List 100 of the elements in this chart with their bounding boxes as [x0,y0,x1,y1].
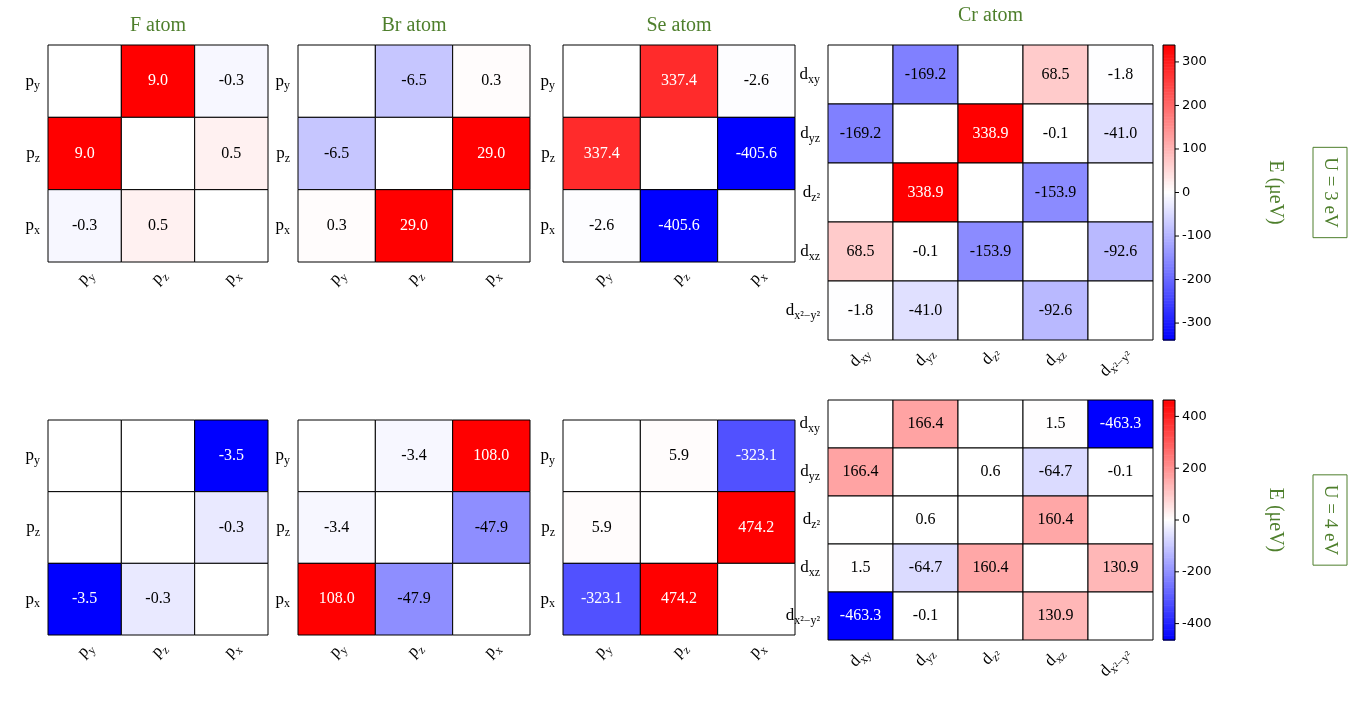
x-tick-label: dz² [976,347,1005,369]
x-tick-label: py [73,268,99,289]
data-label: -2.6 [589,216,615,234]
data-label: 108.0 [473,446,510,464]
chart-title: Br atom [381,13,447,35]
data-label: 9.0 [74,143,95,161]
x-tick-label: dxz [1040,648,1070,670]
x-tick-label: pz [402,641,428,661]
data-label: -3.5 [72,589,98,607]
chart-title: Se atom [646,13,712,35]
color-bar-label: -200 [1182,270,1212,286]
data-label: 130.9 [1037,606,1074,624]
x-tick-label: px [744,641,771,662]
color-bar-title: E (μeV) [1264,160,1288,225]
color-bar-label: 200 [1182,96,1207,112]
data-label: 337.4 [583,143,620,161]
data-label: 0.5 [221,143,242,161]
data-label: 160.4 [1037,510,1074,528]
data-label: -6.5 [401,71,427,89]
data-label: 0.6 [915,510,936,528]
data-label: -0.3 [218,517,244,535]
text: U = 3 eV [1321,157,1343,228]
data-label: 9.0 [148,71,168,89]
data-label: 474.2 [661,589,697,607]
data-label: -92.6 [1103,241,1138,259]
x-tick-label: px [479,641,506,662]
x-tick-label: pz [667,268,693,288]
data-label: -0.1 [912,241,939,259]
data-label: -1.8 [1107,64,1134,82]
x-tick-label: dxy [844,648,875,671]
x-tick-label: dyz [910,348,940,370]
data-label: -463.3 [839,606,882,624]
data-label: -0.3 [72,216,98,234]
color-bar-label: -400 [1182,614,1212,630]
data-label: -3.4 [324,517,350,535]
color-bar-label: 300 [1182,53,1207,69]
x-tick-label: pz [402,268,428,288]
data-label: 166.4 [842,462,879,480]
x-tick-label: dxy [844,348,875,371]
data-label: -0.1 [912,606,939,624]
x-tick-label: pz [667,641,693,661]
x-tick-label: py [590,268,616,289]
data-label: -153.9 [1034,182,1077,200]
data-label: -405.6 [658,216,700,234]
color-bar-label: 0 [1182,511,1191,527]
x-tick-label: px [219,268,246,289]
data-label: -0.3 [145,589,171,607]
data-label: -47.9 [474,517,508,535]
data-label: 68.5 [1041,64,1070,82]
data-label: -405.6 [735,143,777,161]
color-bar-label: 400 [1182,407,1207,423]
data-label: 1.5 [850,558,871,576]
data-label: 160.4 [972,558,1009,576]
x-tick-label: pz [146,641,172,661]
data-label: -463.3 [1099,414,1142,432]
color-bar-label: 100 [1182,140,1207,156]
x-tick-label: py [590,641,616,662]
data-label: 0.3 [326,216,347,234]
data-label: 68.5 [846,241,875,259]
chart-title: Cr atom [958,3,1024,25]
data-label: -64.7 [908,558,943,576]
data-label: -64.7 [1038,462,1073,480]
data-label: 474.2 [738,517,775,535]
data-label: -3.5 [218,446,244,464]
data-label: -169.2 [904,64,947,82]
data-label: -169.2 [839,123,882,141]
data-label: -41.0 [1103,123,1138,141]
x-tick-label: dxz [1040,348,1070,370]
color-bar-label: -300 [1182,314,1212,330]
x-tick-label: px [744,268,771,289]
x-tick-label: py [325,268,351,289]
data-label: -1.8 [847,300,874,318]
data-label: -47.9 [397,589,431,607]
data-label: 29.0 [400,216,428,234]
color-bar-label: -200 [1182,563,1212,579]
x-tick-label: dz² [976,647,1005,669]
data-label: 0.5 [148,216,168,234]
data-label: -0.1 [1107,462,1134,480]
x-tick-label: px [479,268,506,289]
data-label: 337.4 [661,71,697,89]
x-tick-label: dyz [910,648,940,670]
color-bar-label: 200 [1182,459,1207,475]
chart-title: F atom [129,13,187,35]
data-label: -3.4 [401,446,427,464]
data-label: -6.5 [324,143,350,161]
data-label: 130.9 [1102,558,1139,576]
text: U = 4 eV [1321,484,1343,556]
color-bar-title: E (μeV) [1264,487,1288,553]
data-label: 5.9 [669,446,689,464]
data-label: 1.5 [1045,414,1066,432]
data-label: -0.3 [218,71,244,89]
data-label: -153.9 [969,241,1012,259]
data-label: 29.0 [477,143,506,161]
data-label: -323.1 [735,446,777,464]
data-label: 0.3 [481,71,502,89]
data-label: 5.9 [591,517,612,535]
data-label: -2.6 [743,71,769,89]
data-label: -41.0 [908,300,943,318]
x-tick-label: px [219,641,246,662]
data-label: -0.1 [1042,123,1069,141]
